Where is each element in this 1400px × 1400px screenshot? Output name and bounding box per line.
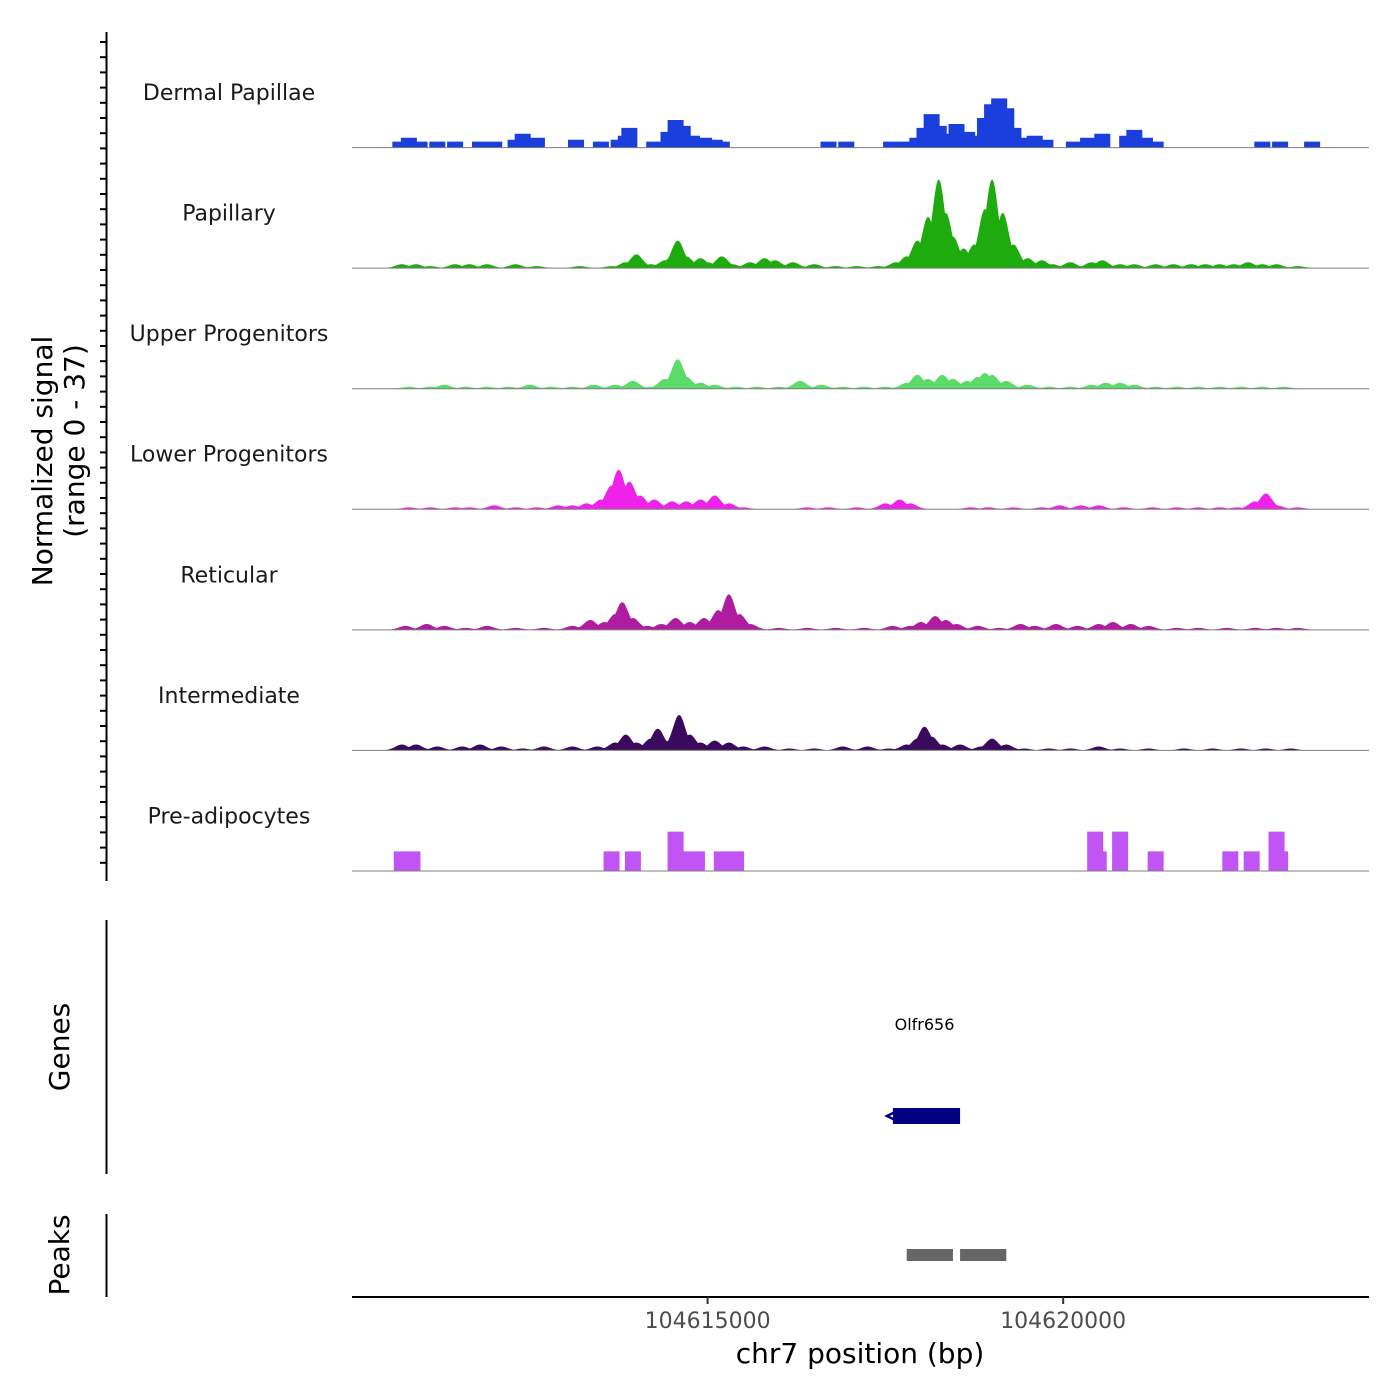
- gene-label: Olfr656: [895, 1015, 955, 1034]
- genes-panel: Olfr656: [884, 1015, 961, 1124]
- track-area-reticular: [383, 594, 1320, 630]
- peak-1: [906, 1249, 953, 1261]
- track-label: Dermal Papillae: [143, 81, 315, 106]
- peaks-panel-title: Peaks: [43, 1214, 76, 1295]
- signal-axis-title-line1: Normalized signal: [26, 336, 59, 587]
- track-area-dermal-papillae: [392, 98, 1321, 148]
- strand-arrow-icon: [884, 1109, 898, 1123]
- track-papillary: Papillary: [182, 179, 1369, 269]
- track-area-pre-adipocytes: [393, 831, 1289, 871]
- gene-olfr656: Olfr656: [884, 1015, 961, 1124]
- track-label: Papillary: [182, 202, 276, 227]
- signal-tracks: Dermal Papillae Papillary Upper Progenitor…: [130, 81, 1369, 872]
- peaks-panel: [906, 1249, 1007, 1261]
- gene-body: [892, 1108, 961, 1124]
- signal-y-ticks: [100, 41, 106, 864]
- track-dermal-papillae: Dermal Papillae: [143, 81, 1369, 149]
- track-lower-progenitors: Lower Progenitors: [130, 443, 1369, 510]
- track-area-intermediate: [379, 715, 1313, 751]
- track-pre-adipocytes: Pre-adipocytes: [148, 804, 1369, 872]
- signal-axis-title-line2: (range 0 - 37): [58, 344, 91, 538]
- track-label: Reticular: [180, 563, 278, 588]
- track-label: Pre-adipocytes: [148, 804, 311, 829]
- track-label: Lower Progenitors: [130, 443, 328, 468]
- genes-panel-title: Genes: [43, 1003, 76, 1091]
- track-area-upper-progenitors: [386, 359, 1306, 389]
- track-label: Upper Progenitors: [130, 322, 329, 347]
- track-reticular: Reticular: [180, 563, 1369, 631]
- x-axis-title: chr7 position (bp): [736, 1337, 985, 1370]
- track-area-papillary: [379, 179, 1320, 269]
- x-tick-label: 104615000: [645, 1309, 771, 1334]
- track-upper-progenitors: Upper Progenitors: [130, 322, 1369, 390]
- x-axis-ticks: 104615000 104620000: [645, 1297, 1126, 1334]
- peak-2: [960, 1249, 1007, 1261]
- track-area-lower-progenitors: [386, 469, 1320, 510]
- x-tick-label: 104620000: [1000, 1309, 1126, 1334]
- track-intermediate: Intermediate: [158, 684, 1369, 751]
- track-label: Intermediate: [158, 684, 300, 709]
